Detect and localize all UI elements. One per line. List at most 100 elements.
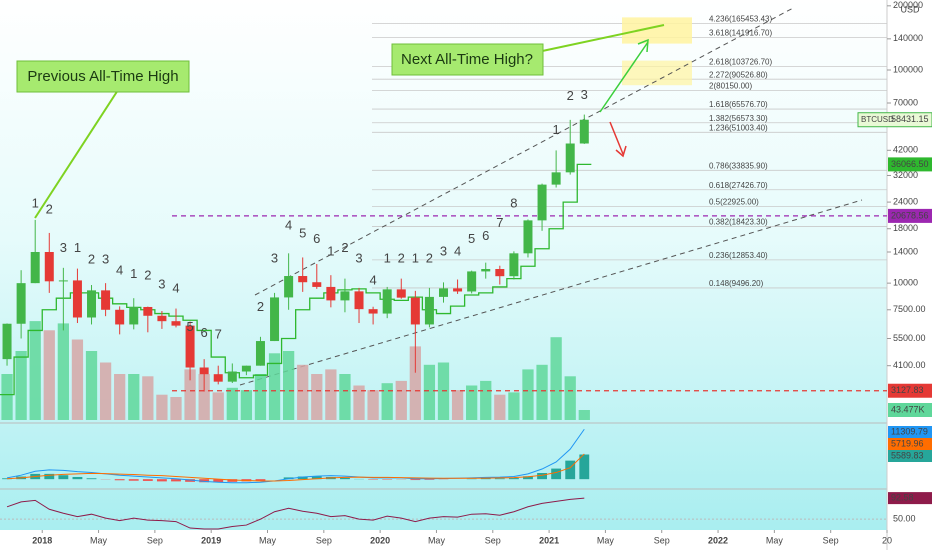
- callout-box: [16, 60, 190, 93]
- y-tick-label: 140000: [893, 33, 923, 43]
- volume-bar: [198, 374, 210, 420]
- fib-label: 3.618(141916.70): [709, 29, 773, 38]
- x-tick-label: 2021: [539, 535, 559, 545]
- count-label: 4: [172, 280, 179, 295]
- count-label: 5: [186, 319, 193, 334]
- fib-label: 1.618(65576.70): [709, 100, 768, 109]
- x-tick-label: 2022: [708, 535, 728, 545]
- count-label: 1: [74, 240, 81, 255]
- macd-histogram: [156, 479, 167, 482]
- candle-body: [424, 296, 434, 325]
- volume-bar: [57, 323, 69, 420]
- fib-label: 2.618(103726.70): [709, 58, 773, 67]
- macd-label: 11309.79: [891, 426, 928, 436]
- x-tick-label: 2020: [370, 535, 390, 545]
- candle-body: [87, 290, 97, 318]
- price-level-tag: [888, 383, 932, 398]
- volume-bar: [395, 380, 407, 420]
- price-level-label: 3127.83: [891, 385, 924, 395]
- fib-label: 0.5(22925.00): [709, 197, 759, 206]
- count-label: 1: [412, 250, 419, 265]
- candle-body: [213, 374, 223, 382]
- volume-tag: [888, 403, 932, 418]
- count-label: 7: [496, 215, 503, 230]
- rsi-tick-label: 50.00: [893, 514, 916, 524]
- volume-bar: [339, 374, 351, 420]
- last-price-tag: [857, 112, 932, 128]
- step-line-label: 36066.50: [891, 159, 929, 169]
- candle-body: [551, 172, 561, 185]
- volume-bar: [212, 392, 224, 420]
- callout-text: Previous All-Time High: [27, 68, 178, 85]
- candle-body: [72, 280, 82, 318]
- count-label: 4: [454, 243, 461, 258]
- volume-bar: [156, 394, 168, 420]
- candle-body: [481, 269, 491, 272]
- rsi-line: [6, 497, 585, 530]
- count-label: 4: [369, 273, 376, 288]
- step-line-tag: [888, 157, 932, 172]
- fib-label: 0.382(18423.30): [709, 218, 768, 227]
- projection-arrow: [599, 38, 649, 113]
- x-tick-label: 2019: [201, 535, 221, 545]
- macd-histogram: [537, 472, 547, 480]
- callout-box: [391, 43, 544, 76]
- count-label: 4: [285, 218, 292, 233]
- y-tick-label: 42000: [893, 145, 918, 155]
- x-tick-label: May: [597, 535, 615, 545]
- trend-line: [254, 6, 796, 296]
- count-label: 3: [60, 240, 67, 255]
- volume-bar: [522, 369, 534, 420]
- x-tick-label: Sep: [654, 535, 670, 545]
- candle-body: [157, 315, 167, 322]
- fib-label: 1.382(56573.30): [709, 114, 768, 123]
- count-label: 1: [32, 195, 39, 210]
- currency-label: USD: [900, 4, 920, 14]
- macd-histogram: [494, 478, 505, 480]
- macd-histogram: [44, 473, 55, 480]
- candle-body: [171, 321, 181, 326]
- candle-body: [509, 253, 519, 277]
- fib-label: 0.786(33835.90): [709, 161, 768, 170]
- y-tick-label: 200000: [893, 0, 923, 10]
- macd-label: 5589.83: [891, 450, 924, 460]
- volume-bar: [282, 351, 295, 420]
- x-tick-label: May: [90, 535, 108, 545]
- candle-body: [467, 271, 477, 292]
- volume-bar: [409, 346, 421, 420]
- macd-tag: [888, 426, 932, 438]
- volume-bar: [142, 376, 154, 420]
- candle-body: [129, 306, 139, 325]
- target-zone: [622, 60, 692, 86]
- macd-histogram: [199, 479, 210, 483]
- volume-bar: [29, 321, 41, 420]
- y-tick-label: 14000: [893, 246, 918, 256]
- candle-body: [495, 269, 505, 277]
- candle-body: [185, 325, 195, 368]
- y-tick-label: 32000: [893, 170, 918, 180]
- volume-bar: [99, 362, 112, 420]
- trend-line: [239, 199, 863, 386]
- volume-bar: [184, 369, 196, 420]
- macd-histogram: [424, 479, 435, 480]
- candle-body: [298, 276, 308, 283]
- candle-body: [565, 143, 575, 173]
- count-label: 2: [144, 267, 151, 282]
- volume-bar: [71, 339, 84, 420]
- volume-bar: [43, 330, 55, 420]
- candle-body: [579, 119, 589, 144]
- rsi-tag: [888, 492, 932, 505]
- y-tick-label: 4100.00: [893, 360, 926, 370]
- macd-histogram: [86, 478, 97, 480]
- count-label: 1: [553, 122, 560, 137]
- x-tick-label: Sep: [316, 535, 332, 545]
- x-tick-label: May: [428, 535, 446, 545]
- volume-bar: [451, 390, 464, 420]
- macd-histogram: [579, 454, 590, 480]
- volume-bar: [268, 353, 281, 420]
- y-tick-label: 5500.00: [893, 333, 926, 343]
- candle-body: [382, 289, 392, 314]
- macd-histogram: [58, 475, 69, 480]
- count-label: 3: [440, 243, 447, 258]
